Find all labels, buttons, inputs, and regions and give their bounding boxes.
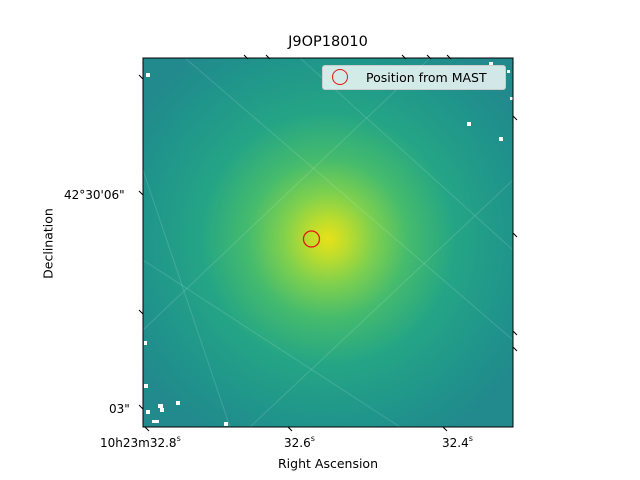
y-tick-label-1: 42°30'06" bbox=[64, 188, 125, 202]
legend-label: Position from MAST bbox=[366, 70, 487, 85]
sky-image bbox=[143, 58, 513, 427]
data-markers bbox=[302, 230, 321, 248]
image-frame bbox=[142, 57, 514, 428]
legend-circle-icon bbox=[332, 69, 348, 85]
masked-pixels bbox=[144, 62, 513, 426]
mast-position-marker bbox=[302, 230, 321, 248]
chart-title: J9OP18010 bbox=[288, 34, 368, 50]
coordinate-grid bbox=[143, 58, 513, 427]
y-tick-label-2: 03" bbox=[109, 402, 130, 416]
legend: Position from MAST bbox=[322, 65, 506, 90]
x-tick-label-1: 10h23m32.8s bbox=[100, 434, 181, 450]
x-tick-label-3: 32.4s bbox=[442, 434, 473, 450]
x-tick-label-2: 32.6s bbox=[284, 434, 315, 450]
x-axis-label: Right Ascension bbox=[278, 456, 378, 471]
y-axis-label: Declination bbox=[40, 208, 56, 279]
frame-ticks bbox=[138, 54, 518, 432]
